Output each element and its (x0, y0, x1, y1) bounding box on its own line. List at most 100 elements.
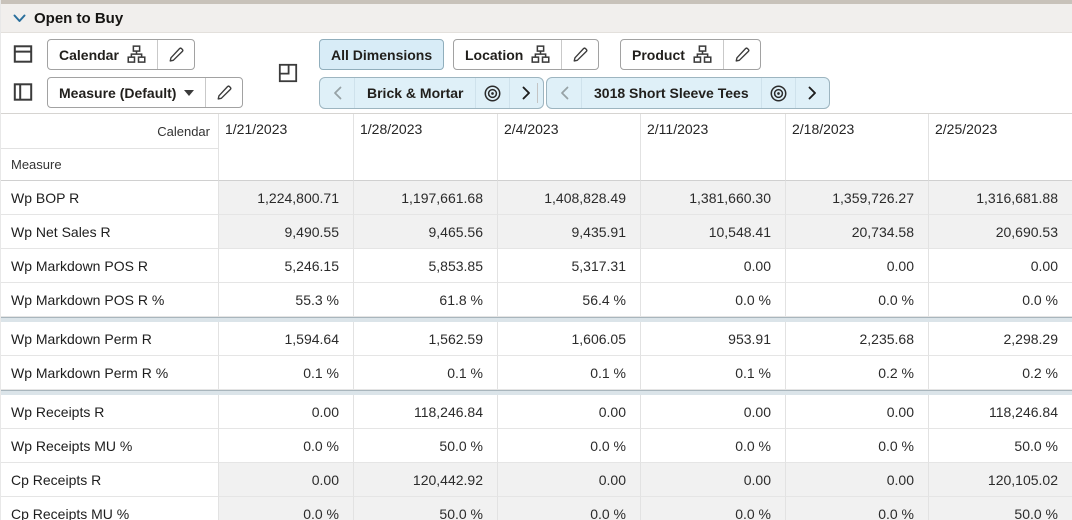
table-cell[interactable]: 0.00 (929, 249, 1072, 283)
table-cell[interactable]: 1,316,681.88 (929, 181, 1072, 215)
table-cell[interactable]: 0.1 % (641, 356, 786, 390)
table-cell[interactable]: 0.0 % (498, 497, 641, 520)
table-cell[interactable]: 0.00 (786, 395, 929, 429)
table-cell[interactable]: 5,853.85 (354, 249, 498, 283)
edit-calendar-axis-button[interactable] (156, 40, 194, 69)
measure-label[interactable]: Wp Markdown POS R (1, 249, 219, 283)
table-cell[interactable]: 50.0 % (354, 429, 498, 463)
next-location-button[interactable] (509, 78, 543, 108)
table-cell[interactable]: 0.0 % (219, 429, 354, 463)
table-cell[interactable]: 0.00 (641, 395, 786, 429)
section-header[interactable]: Open to Buy (1, 4, 1072, 33)
table-cell[interactable]: 0.0 % (641, 283, 786, 317)
table-cell[interactable]: 9,465.56 (354, 215, 498, 249)
table-cell[interactable]: 1,594.64 (219, 322, 354, 356)
table-cell[interactable]: 0.0 % (786, 497, 929, 520)
column-header-2-25-2023[interactable]: 2/25/2023 (929, 114, 1072, 181)
column-header-1-28-2023[interactable]: 1/28/2023 (354, 114, 498, 181)
table-cell[interactable]: 0.0 % (641, 497, 786, 520)
table-cell[interactable]: 55.3 % (219, 283, 354, 317)
table-cell[interactable]: 0.00 (641, 463, 786, 497)
table-cell[interactable]: 50.0 % (929, 497, 1072, 520)
table-cell[interactable]: 61.8 % (354, 283, 498, 317)
table-cell[interactable]: 1,381,660.30 (641, 181, 786, 215)
table-cell[interactable]: 0.00 (786, 249, 929, 283)
edit-product-button[interactable] (722, 40, 760, 69)
table-cell[interactable]: 2,235.68 (786, 322, 929, 356)
table-cell[interactable]: 0.2 % (786, 356, 929, 390)
previous-location-button[interactable] (320, 78, 354, 108)
table-cell[interactable]: 0.1 % (219, 356, 354, 390)
measure-label[interactable]: Wp Net Sales R (1, 215, 219, 249)
table-cell[interactable]: 20,734.58 (786, 215, 929, 249)
table-cell[interactable]: 2,298.29 (929, 322, 1072, 356)
column-header-2-4-2023[interactable]: 2/4/2023 (498, 114, 641, 181)
all-dimensions-button[interactable]: All Dimensions (319, 39, 445, 70)
column-header-2-11-2023[interactable]: 2/11/2023 (641, 114, 786, 181)
table-cell[interactable]: 0.0 % (641, 429, 786, 463)
table-cell[interactable]: 56.4 % (498, 283, 641, 317)
table-cell[interactable]: 50.0 % (929, 429, 1072, 463)
row-axis-icon[interactable] (13, 44, 33, 64)
measure-label[interactable]: Wp Markdown Perm R % (1, 356, 219, 390)
table-cell[interactable]: 1,562.59 (354, 322, 498, 356)
table-cell[interactable]: 5,317.31 (498, 249, 641, 283)
table-cell[interactable]: 0.00 (641, 249, 786, 283)
caret-down-icon (184, 89, 195, 96)
table-cell[interactable]: 0.2 % (929, 356, 1072, 390)
page-title: Open to Buy (34, 9, 124, 27)
column-axis-icon[interactable] (13, 82, 33, 102)
measure-label[interactable]: Wp Markdown POS R % (1, 283, 219, 317)
table-cell[interactable]: 953.91 (641, 322, 786, 356)
table-cell[interactable]: 0.0 % (786, 283, 929, 317)
location-chip-label: Brick & Mortar (354, 78, 475, 108)
table-cell[interactable]: 0.0 % (219, 497, 354, 520)
product-dimension-button[interactable]: Product (620, 39, 761, 70)
next-product-button[interactable] (794, 78, 829, 108)
table-cell[interactable]: 1,359,726.27 (786, 181, 929, 215)
location-target-icon[interactable] (475, 78, 509, 108)
measure-label[interactable]: Wp Receipts MU % (1, 429, 219, 463)
table-cell[interactable]: 10,548.41 (641, 215, 786, 249)
calendar-axis-button[interactable]: Calendar (47, 39, 195, 70)
table-cell[interactable]: 9,490.55 (219, 215, 354, 249)
table-cell[interactable]: 0.00 (219, 463, 354, 497)
column-header-1-21-2023[interactable]: 1/21/2023 (219, 114, 354, 181)
table-cell[interactable]: 9,435.91 (498, 215, 641, 249)
edit-measure-profile-button[interactable] (205, 78, 242, 107)
table-cell[interactable]: 0.00 (498, 463, 641, 497)
measure-profile-button[interactable]: Measure (Default) (47, 77, 244, 108)
table-cell[interactable]: 118,246.84 (354, 395, 498, 429)
product-target-icon[interactable] (760, 78, 795, 108)
edit-location-button[interactable] (561, 40, 598, 69)
collapse-chevron-icon[interactable] (13, 14, 26, 23)
table-cell[interactable]: 120,442.92 (354, 463, 498, 497)
table-cell[interactable]: 1,606.05 (498, 322, 641, 356)
measure-label[interactable]: Wp Markdown Perm R (1, 322, 219, 356)
table-cell[interactable]: 0.00 (786, 463, 929, 497)
table-cell[interactable]: 118,246.84 (929, 395, 1072, 429)
table-cell[interactable]: 1,197,661.68 (354, 181, 498, 215)
table-cell[interactable]: 50.0 % (354, 497, 498, 520)
location-dimension-button[interactable]: Location (453, 39, 600, 70)
table-cell[interactable]: 0.1 % (498, 356, 641, 390)
table-cell[interactable]: 120,105.02 (929, 463, 1072, 497)
table-cell[interactable]: 20,690.53 (929, 215, 1072, 249)
table-cell[interactable]: 0.1 % (354, 356, 498, 390)
all-dimensions-label: All Dimensions (331, 46, 433, 63)
table-cell[interactable]: 1,224,800.71 (219, 181, 354, 215)
table-cell[interactable]: 5,246.15 (219, 249, 354, 283)
table-cell[interactable]: 0.0 % (498, 429, 641, 463)
column-header-2-18-2023[interactable]: 2/18/2023 (786, 114, 929, 181)
measure-label[interactable]: Wp Receipts R (1, 395, 219, 429)
table-cell[interactable]: 0.00 (498, 395, 641, 429)
measure-label[interactable]: Cp Receipts MU % (1, 497, 219, 520)
measure-label[interactable]: Cp Receipts R (1, 463, 219, 497)
page-layout-icon[interactable] (278, 63, 298, 83)
table-cell[interactable]: 0.0 % (929, 283, 1072, 317)
table-cell[interactable]: 0.0 % (786, 429, 929, 463)
table-cell[interactable]: 0.00 (219, 395, 354, 429)
measure-label[interactable]: Wp BOP R (1, 181, 219, 215)
table-cell[interactable]: 1,408,828.49 (498, 181, 641, 215)
previous-product-button[interactable] (547, 78, 581, 108)
